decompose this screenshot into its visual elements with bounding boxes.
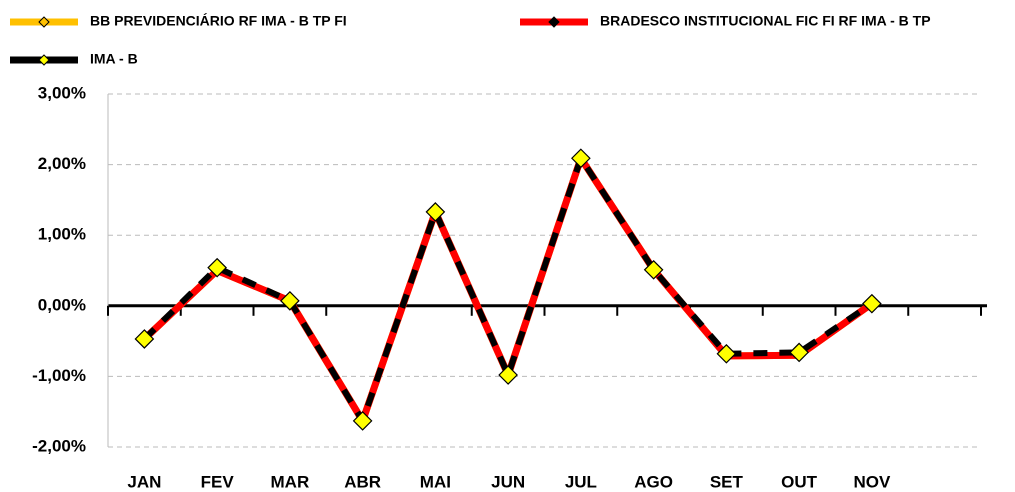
x-tick-label: JAN xyxy=(127,472,161,491)
x-tick-label: MAR xyxy=(271,472,310,491)
x-tick-label: NOV xyxy=(853,472,891,491)
y-tick-label: 0,00% xyxy=(38,295,86,314)
y-tick-label: 2,00% xyxy=(38,154,86,173)
x-tick-label: MAI xyxy=(420,472,451,491)
y-tick-label: -1,00% xyxy=(32,366,86,385)
x-tick-label: OUT xyxy=(781,472,818,491)
x-tick-label: ABR xyxy=(344,472,381,491)
data-marker xyxy=(789,342,809,363)
data-marker xyxy=(498,365,518,385)
data-marker xyxy=(425,202,446,222)
x-tick-label: AGO xyxy=(634,472,673,491)
data-marker xyxy=(207,257,227,278)
data-marker xyxy=(352,411,373,431)
data-marker xyxy=(280,291,300,311)
y-tick-label: 3,00% xyxy=(38,83,86,102)
legend-marker xyxy=(548,16,560,28)
legend-label: IMA - B xyxy=(90,51,138,67)
legend-label: BRADESCO INSTITUCIONAL FIC FI RF IMA - B… xyxy=(600,13,931,29)
legend-marker xyxy=(38,16,50,28)
data-marker xyxy=(716,343,737,364)
data-marker xyxy=(862,293,882,314)
legend-marker xyxy=(38,54,50,66)
legend-label: BB PREVIDENCIÁRIO RF IMA - B TP FI xyxy=(90,13,347,29)
data-marker xyxy=(643,259,664,280)
x-tick-label: JUN xyxy=(491,472,525,491)
y-tick-label: 1,00% xyxy=(38,225,86,244)
x-tick-label: FEV xyxy=(201,472,235,491)
y-tick-label: -2,00% xyxy=(32,436,86,455)
data-marker xyxy=(571,148,591,169)
data-marker xyxy=(134,329,155,349)
x-tick-label: SET xyxy=(710,472,744,491)
x-tick-label: JUL xyxy=(565,472,597,491)
